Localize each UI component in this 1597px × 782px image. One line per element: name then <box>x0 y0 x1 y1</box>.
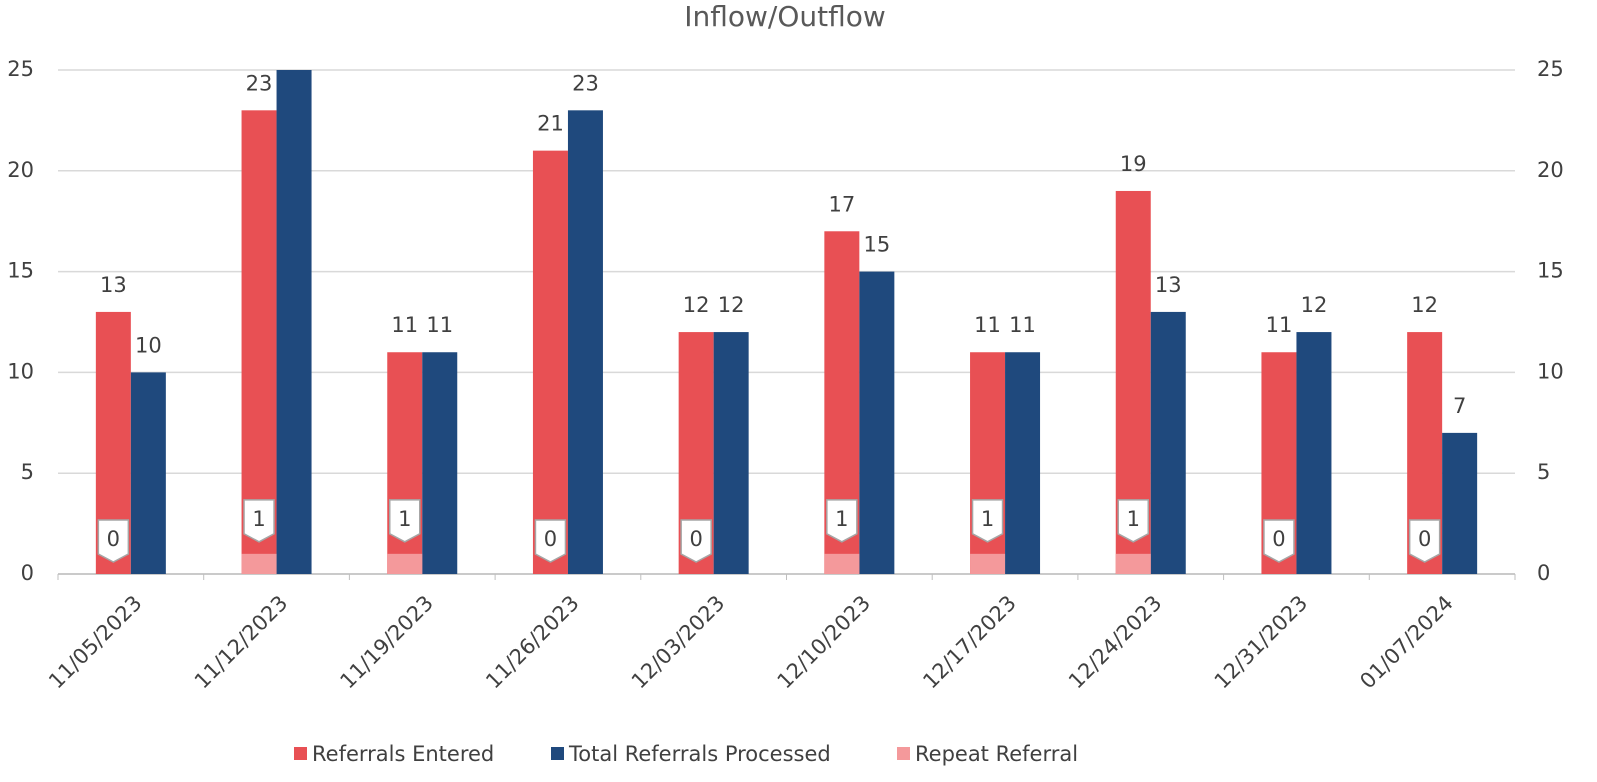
bar <box>532 150 568 574</box>
data-label: 0 <box>1272 527 1285 551</box>
data-label: 12 <box>1411 293 1438 317</box>
data-label: 21 <box>537 112 564 136</box>
data-label: 11 <box>426 313 453 337</box>
data-label: 0 <box>107 527 120 551</box>
data-label: 12 <box>1301 293 1328 317</box>
callout <box>97 519 130 563</box>
data-label: 1 <box>1127 507 1140 531</box>
x-tick-label: 11/12/2023 <box>190 591 293 694</box>
bar <box>1442 432 1478 574</box>
data-label: 23 <box>572 71 599 95</box>
bar <box>276 70 312 574</box>
callout <box>826 499 858 543</box>
data-label: 1 <box>981 507 994 531</box>
x-tick-label: 11/05/2023 <box>44 591 147 694</box>
callout <box>243 499 275 543</box>
y2-tick-label: 15 <box>1537 259 1564 283</box>
callout <box>1263 519 1295 563</box>
bar <box>567 110 603 574</box>
callout <box>680 519 712 563</box>
y2-tick-label: 10 <box>1537 359 1564 383</box>
legend-label: Referrals Entered <box>312 742 494 766</box>
data-label: 1 <box>398 507 411 531</box>
y2-tick-label: 25 <box>1537 57 1564 81</box>
y-tick-label: 10 <box>7 359 34 383</box>
data-label: 15 <box>863 233 890 257</box>
x-tick-label: 12/03/2023 <box>627 591 730 694</box>
data-label: 11 <box>1009 313 1036 337</box>
bar <box>241 553 277 574</box>
x-tick-label: 11/19/2023 <box>335 591 438 694</box>
callout <box>971 499 1004 543</box>
y2-tick-label: 20 <box>1537 158 1564 182</box>
data-label: 12 <box>718 293 745 317</box>
y2-tick-label: 0 <box>1537 561 1550 585</box>
legend-swatch <box>897 747 910 760</box>
bar <box>824 553 860 574</box>
bar <box>422 352 458 574</box>
data-label: 7 <box>1453 394 1466 418</box>
data-label: 0 <box>1418 527 1431 551</box>
y2-tick-label: 5 <box>1537 460 1550 484</box>
bar <box>1115 553 1151 574</box>
legend-swatch <box>294 747 307 760</box>
y-tick-label: 20 <box>7 158 34 182</box>
bar <box>130 372 166 574</box>
legend-label: Total Referrals Processed <box>568 742 831 766</box>
data-label: 1 <box>252 507 265 531</box>
bar <box>1005 352 1041 574</box>
bar <box>241 110 277 574</box>
callout <box>1408 519 1441 563</box>
callout <box>389 499 421 543</box>
legend-swatch <box>551 747 564 760</box>
data-label: 11 <box>974 313 1001 337</box>
y-tick-label: 5 <box>21 460 34 484</box>
x-tick-label: 12/24/2023 <box>1064 591 1167 694</box>
data-label: 19 <box>1120 152 1147 176</box>
bar <box>970 553 1006 574</box>
data-label: 23 <box>246 71 273 95</box>
data-label: 10 <box>135 333 162 357</box>
data-label: 0 <box>544 527 557 551</box>
data-label: 12 <box>683 293 710 317</box>
data-label: 11 <box>1266 313 1293 337</box>
bar <box>1296 332 1332 574</box>
data-label: 0 <box>689 527 702 551</box>
x-tick-label: 12/31/2023 <box>1210 591 1313 694</box>
bar <box>713 332 749 574</box>
x-tick-label: 11/26/2023 <box>481 591 584 694</box>
legend-label: Repeat Referral <box>915 742 1078 766</box>
data-label: 11 <box>391 313 418 337</box>
data-label: 17 <box>828 192 855 216</box>
data-label: 13 <box>1155 273 1182 297</box>
bar <box>859 271 895 574</box>
data-label: 13 <box>100 273 127 297</box>
y-tick-label: 25 <box>7 57 34 81</box>
y-tick-label: 15 <box>7 259 34 283</box>
data-label: 1 <box>835 507 848 531</box>
bar <box>1150 311 1186 574</box>
bar <box>387 553 423 574</box>
y-tick-label: 0 <box>21 561 34 585</box>
x-tick-label: 01/07/2024 <box>1355 591 1458 694</box>
callout <box>534 519 567 563</box>
x-tick-label: 12/10/2023 <box>773 591 876 694</box>
x-tick-label: 12/17/2023 <box>918 591 1021 694</box>
chart-title: Inflow/Outflow <box>684 0 886 33</box>
callout <box>1117 499 1149 543</box>
